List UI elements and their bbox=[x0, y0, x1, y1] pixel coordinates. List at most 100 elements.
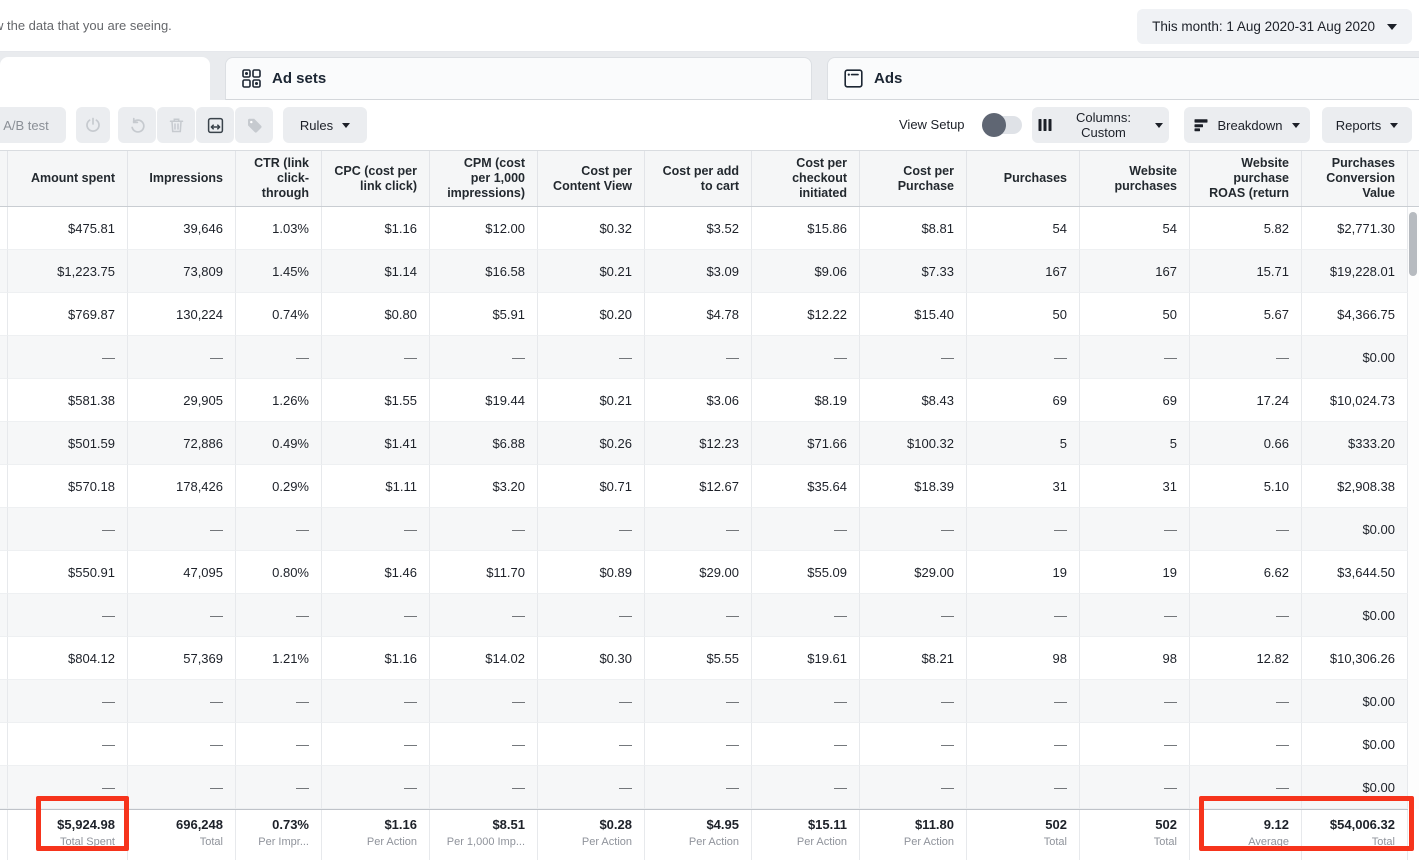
cell: $3.06 bbox=[645, 379, 752, 422]
cell: — bbox=[128, 594, 236, 637]
tab-ad-sets[interactable]: Ad sets bbox=[225, 57, 812, 100]
column-header-10[interactable]: Purchases bbox=[967, 151, 1080, 206]
date-range-button[interactable]: This month: 1 Aug 2020-31 Aug 2020 bbox=[1137, 9, 1412, 44]
ab-test-button[interactable]: A/B test bbox=[0, 107, 66, 143]
footer-cell: $4.95 Per Action bbox=[645, 810, 752, 860]
caret-down-icon bbox=[1291, 122, 1300, 128]
delete-button[interactable] bbox=[157, 107, 195, 143]
tab-campaigns-active[interactable] bbox=[0, 57, 210, 100]
footer-value: $54,006.32 bbox=[1329, 817, 1395, 832]
table-row[interactable]: $769.87 130,224 0.74% $0.80 $5.91 $0.20 $4.78 $… bbox=[0, 293, 1408, 336]
column-header-3[interactable]: CTR (link click-through bbox=[236, 151, 322, 206]
column-header-sliver bbox=[0, 151, 8, 206]
cell: $29.00 bbox=[860, 551, 967, 594]
cell: — bbox=[860, 723, 967, 766]
cell: $333.20 bbox=[1302, 422, 1408, 465]
cell: $570.18 bbox=[8, 465, 128, 508]
cell: — bbox=[538, 766, 645, 809]
vertical-scrollbar[interactable] bbox=[1408, 208, 1419, 809]
export-button[interactable] bbox=[196, 107, 234, 143]
cell: — bbox=[430, 723, 538, 766]
cell: 50 bbox=[1080, 293, 1190, 336]
footer-value: $15.11 bbox=[807, 817, 847, 832]
table-row[interactable]: — — — — — — — — — — — — $0.00 bbox=[0, 336, 1408, 379]
tab-ads-label: Ads bbox=[874, 70, 903, 87]
table-row[interactable]: $475.81 39,646 1.03% $1.16 $12.00 $0.32 $3.52 $… bbox=[0, 207, 1408, 250]
cell: 6.62 bbox=[1190, 551, 1302, 594]
trash-icon bbox=[168, 117, 185, 134]
cell: — bbox=[236, 508, 322, 551]
cell: 1.26% bbox=[236, 379, 322, 422]
table-row[interactable]: $804.12 57,369 1.21% $1.16 $14.02 $0.30 $5.55 $… bbox=[0, 637, 1408, 680]
cell: — bbox=[1080, 508, 1190, 551]
cell: 167 bbox=[1080, 250, 1190, 293]
cell: — bbox=[645, 766, 752, 809]
cell: 39,646 bbox=[128, 207, 236, 250]
cell: — bbox=[645, 508, 752, 551]
cell: 5.82 bbox=[1190, 207, 1302, 250]
cell: 19 bbox=[967, 551, 1080, 594]
column-header-1[interactable]: Amount spent bbox=[8, 151, 128, 206]
footer-value: $11.80 bbox=[914, 817, 954, 832]
tag-button[interactable] bbox=[235, 107, 273, 143]
cell: — bbox=[430, 336, 538, 379]
cell: $3.20 bbox=[430, 465, 538, 508]
cell: — bbox=[322, 723, 430, 766]
column-header-2[interactable]: Impressions bbox=[128, 151, 236, 206]
cell: 19 bbox=[1080, 551, 1190, 594]
cell: — bbox=[967, 594, 1080, 637]
breakdown-dropdown[interactable]: Breakdown bbox=[1184, 107, 1310, 143]
column-header-12[interactable]: Website purchase ROAS (return bbox=[1190, 151, 1302, 206]
cell: $0.21 bbox=[538, 379, 645, 422]
cell: $11.70 bbox=[430, 551, 538, 594]
cell: — bbox=[1190, 680, 1302, 723]
cell: $0.89 bbox=[538, 551, 645, 594]
column-header-5[interactable]: CPM (cost per 1,000 impressions) bbox=[430, 151, 538, 206]
cell: — bbox=[538, 723, 645, 766]
column-header-9[interactable]: Cost per Purchase bbox=[860, 151, 967, 206]
table-row[interactable]: $501.59 72,886 0.49% $1.41 $6.88 $0.26 $12.23 $… bbox=[0, 422, 1408, 465]
row-sliver-cell bbox=[0, 250, 8, 293]
cell: — bbox=[860, 508, 967, 551]
table-row[interactable]: $581.38 29,905 1.26% $1.55 $19.44 $0.21 $3.06 $… bbox=[0, 379, 1408, 422]
table-row[interactable]: — — — — — — — — — — — — $0.00 bbox=[0, 508, 1408, 551]
footer-cell: 9.12 Average bbox=[1190, 810, 1302, 860]
footer-value: $0.28 bbox=[599, 817, 632, 832]
table-row[interactable]: $550.91 47,095 0.80% $1.46 $11.70 $0.89 $29.00… bbox=[0, 551, 1408, 594]
cell: — bbox=[322, 508, 430, 551]
undo-button[interactable] bbox=[118, 107, 156, 143]
row-sliver-cell bbox=[0, 637, 8, 680]
cell: 15.71 bbox=[1190, 250, 1302, 293]
column-header-7[interactable]: Cost per add to cart bbox=[645, 151, 752, 206]
table-row[interactable]: — — — — — — — — — — — — $0.00 bbox=[0, 594, 1408, 637]
table-row[interactable]: — — — — — — — — — — — — $0.00 bbox=[0, 723, 1408, 766]
caret-down-icon bbox=[1155, 122, 1163, 128]
column-header-8[interactable]: Cost per checkout initiated bbox=[752, 151, 860, 206]
column-header-4[interactable]: CPC (cost per link click) bbox=[322, 151, 430, 206]
cell: 5.67 bbox=[1190, 293, 1302, 336]
tab-ads[interactable]: Ads bbox=[827, 57, 1419, 100]
footer-label: Total bbox=[199, 836, 223, 848]
table-row[interactable]: $1,223.75 73,809 1.45% $1.14 $16.58 $0.21 $3.0… bbox=[0, 250, 1408, 293]
table-row[interactable]: — — — — — — — — — — — — $0.00 bbox=[0, 680, 1408, 723]
cell: $3.52 bbox=[645, 207, 752, 250]
cell: — bbox=[430, 508, 538, 551]
cell: — bbox=[860, 594, 967, 637]
cell: 0.74% bbox=[236, 293, 322, 336]
columns-dropdown[interactable]: Columns: Custom bbox=[1032, 107, 1169, 143]
rules-dropdown[interactable]: Rules bbox=[283, 107, 367, 143]
cell: $8.21 bbox=[860, 637, 967, 680]
footer-cell: $15.11 Per Action bbox=[752, 810, 860, 860]
column-header-6[interactable]: Cost per Content View bbox=[538, 151, 645, 206]
table-row[interactable]: $570.18 178,426 0.29% $1.11 $3.20 $0.71 $12.67… bbox=[0, 465, 1408, 508]
column-header-11[interactable]: Website purchases bbox=[1080, 151, 1190, 206]
column-header-13[interactable]: Purchases Conversion Value bbox=[1302, 151, 1408, 206]
cell: $29.00 bbox=[645, 551, 752, 594]
row-sliver-cell bbox=[0, 293, 8, 336]
boost-button[interactable] bbox=[76, 107, 110, 143]
scrollbar-thumb[interactable] bbox=[1409, 212, 1417, 276]
reports-dropdown[interactable]: Reports bbox=[1322, 107, 1412, 143]
table-row[interactable]: — — — — — — — — — — — — $0.00 bbox=[0, 766, 1408, 809]
footer-label: Per Action bbox=[581, 836, 632, 848]
view-setup-toggle[interactable] bbox=[982, 113, 1022, 137]
